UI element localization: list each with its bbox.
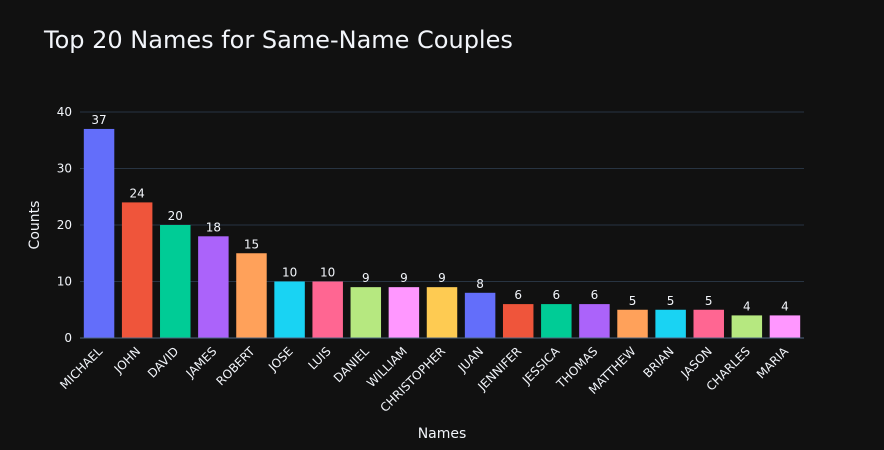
y-tick-label: 40 bbox=[57, 105, 72, 119]
x-tick-label: ROBERT bbox=[213, 344, 258, 389]
x-tick-label: CHRISTOPHER bbox=[378, 344, 449, 415]
y-tick-label: 10 bbox=[57, 275, 72, 289]
bar-juan[interactable] bbox=[464, 292, 496, 338]
data-label: 20 bbox=[168, 209, 183, 223]
x-tick-label: JAMES bbox=[183, 344, 220, 381]
bar-charles[interactable] bbox=[731, 315, 763, 338]
y-axis-ticks: 0 10 20 30 40 bbox=[57, 105, 72, 345]
data-label: 8 bbox=[476, 277, 484, 291]
data-label: 4 bbox=[781, 299, 789, 313]
data-label: 24 bbox=[130, 186, 145, 200]
bar-christopher[interactable] bbox=[426, 287, 458, 338]
y-tick-label: 20 bbox=[57, 218, 72, 232]
data-label: 15 bbox=[244, 237, 259, 251]
y-axis-label: Counts bbox=[27, 201, 43, 250]
data-label: 10 bbox=[320, 266, 335, 280]
bar-jason[interactable] bbox=[693, 309, 724, 338]
bar-luis[interactable] bbox=[312, 281, 343, 339]
data-label: 5 bbox=[629, 294, 637, 308]
bar-james[interactable] bbox=[198, 236, 229, 338]
bar-jessica[interactable] bbox=[541, 304, 572, 338]
x-axis-label: Names bbox=[418, 426, 467, 442]
data-label: 9 bbox=[400, 271, 408, 285]
data-label: 6 bbox=[514, 288, 522, 302]
bar-john[interactable] bbox=[121, 202, 153, 338]
y-tick-label: 0 bbox=[64, 331, 72, 345]
bar-brian[interactable] bbox=[655, 309, 686, 338]
x-tick-label: DAVID bbox=[145, 344, 181, 380]
data-label: 18 bbox=[206, 220, 221, 234]
x-tick-label: MARIA bbox=[754, 344, 792, 382]
data-label: 9 bbox=[438, 271, 446, 285]
data-label: 9 bbox=[362, 271, 370, 285]
bar-daniel[interactable] bbox=[350, 287, 382, 338]
x-tick-label: JASON bbox=[678, 344, 715, 381]
data-label: 5 bbox=[705, 294, 713, 308]
data-label: 10 bbox=[282, 266, 297, 280]
data-label: 37 bbox=[91, 113, 106, 127]
chart-title: Top 20 Names for Same-Name Couples bbox=[44, 26, 513, 54]
x-tick-label: JUAN bbox=[455, 344, 486, 375]
bar-matthew[interactable] bbox=[617, 309, 648, 338]
bar-william[interactable] bbox=[388, 287, 420, 338]
bar-thomas[interactable] bbox=[579, 304, 610, 338]
data-label: 4 bbox=[743, 299, 751, 313]
x-tick-label: LUIS bbox=[305, 344, 333, 372]
bar-michael[interactable] bbox=[83, 128, 115, 338]
bar-robert[interactable] bbox=[236, 253, 267, 338]
data-labels: 37 24 20 18 15 10 10 9 9 9 8 6 6 6 5 5 5 4 4 bbox=[91, 113, 788, 313]
bar-jose[interactable] bbox=[274, 281, 305, 339]
x-tick-label: JOSE bbox=[265, 344, 296, 375]
bar-jennifer[interactable] bbox=[502, 304, 534, 338]
x-tick-label: BRIAN bbox=[640, 344, 676, 380]
bar-david[interactable] bbox=[160, 225, 191, 338]
x-tick-label: JOHN bbox=[111, 344, 144, 377]
y-tick-label: 30 bbox=[57, 162, 72, 176]
data-label: 6 bbox=[552, 288, 560, 302]
x-tick-label: MICHAEL bbox=[57, 344, 105, 392]
bar-maria[interactable] bbox=[769, 315, 801, 338]
bars bbox=[83, 128, 801, 339]
data-label: 5 bbox=[667, 294, 675, 308]
data-label: 6 bbox=[591, 288, 599, 302]
